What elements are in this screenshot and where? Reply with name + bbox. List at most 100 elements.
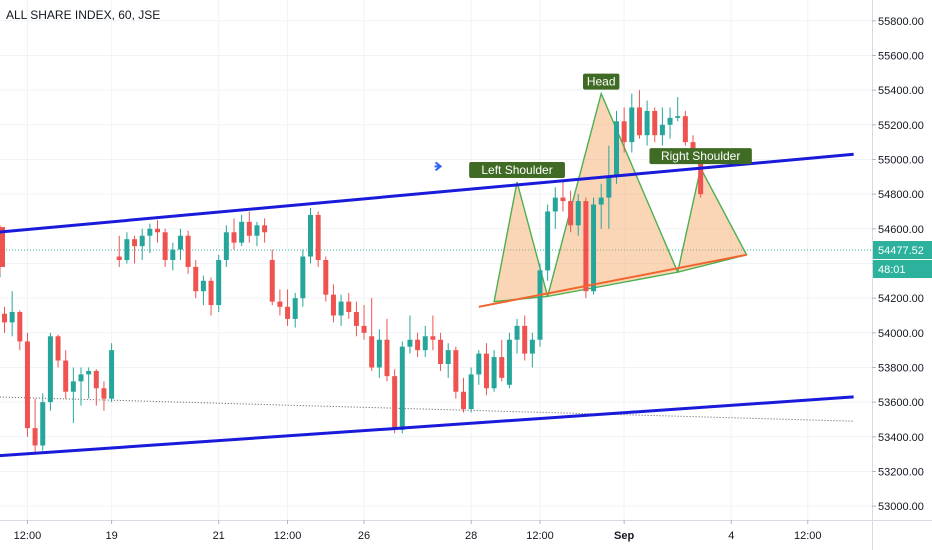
candle-body-69[interactable]: [529, 339, 535, 354]
candle-body-15[interactable]: [116, 256, 122, 260]
candle-body-43[interactable]: [330, 294, 336, 316]
candle-body-21[interactable]: [162, 232, 168, 260]
candle-body-64[interactable]: [491, 357, 497, 389]
candle-body-7[interactable]: [55, 336, 61, 361]
candle-body-2[interactable]: [17, 312, 23, 342]
candle-body-11[interactable]: [86, 370, 92, 375]
pattern-triangle-1[interactable]: [546, 91, 679, 298]
candle-body-45[interactable]: [346, 301, 352, 312]
candle-body-17[interactable]: [132, 239, 138, 247]
candle-body-28[interactable]: [216, 260, 222, 306]
candle-body-36[interactable]: [277, 301, 283, 307]
candle-body-6[interactable]: [47, 336, 53, 403]
candle-body-63[interactable]: [483, 353, 489, 389]
candle-body-55[interactable]: [422, 336, 428, 351]
annotation-box-0[interactable]: [469, 162, 565, 178]
candle-body-86[interactable]: [659, 124, 665, 136]
candle-body-78[interactable]: [598, 197, 604, 205]
candle-body-65[interactable]: [499, 357, 505, 378]
candle-body-25[interactable]: [193, 266, 199, 292]
candle-body-74[interactable]: [568, 201, 574, 226]
candle-body-89[interactable]: [682, 116, 688, 143]
candle-body-22[interactable]: [170, 249, 176, 260]
candle-body-58[interactable]: [445, 350, 451, 364]
candle-body-8[interactable]: [63, 360, 69, 392]
candle-body-79[interactable]: [606, 176, 612, 198]
candle-body-41[interactable]: [315, 214, 321, 260]
candle-body-53[interactable]: [407, 339, 413, 347]
candle-body-30[interactable]: [231, 232, 237, 243]
candle-body-0[interactable]: [2, 313, 7, 323]
candle-body-40[interactable]: [308, 214, 313, 257]
candle-body-70[interactable]: [537, 270, 543, 340]
candle-body-67[interactable]: [514, 325, 520, 340]
candle-body-37[interactable]: [285, 306, 291, 319]
candle-body-82[interactable]: [629, 107, 635, 143]
candle-body-48[interactable]: [369, 336, 375, 368]
candle-body-5[interactable]: [40, 402, 46, 446]
candle-body-46[interactable]: [353, 312, 359, 326]
candle-body-54[interactable]: [415, 339, 421, 351]
candle-body-95[interactable]: [0, 260, 5, 267]
candle-body-18[interactable]: [139, 235, 145, 247]
candle-body-77[interactable]: [591, 204, 597, 292]
candle-body-84[interactable]: [644, 110, 650, 136]
candle-body-47[interactable]: [361, 325, 367, 333]
candle-body-26[interactable]: [200, 280, 206, 292]
candle-body-27[interactable]: [208, 280, 214, 306]
candle-body-62[interactable]: [476, 353, 482, 375]
candle-body-39[interactable]: [300, 256, 306, 299]
candle-body-3[interactable]: [24, 341, 30, 429]
candle-body-60[interactable]: [461, 391, 466, 410]
candle-body-57[interactable]: [438, 339, 444, 364]
candle-body-92[interactable]: [0, 227, 5, 260]
candle-body-52[interactable]: [399, 346, 405, 430]
candle-body-14[interactable]: [109, 350, 115, 399]
candle-body-87[interactable]: [667, 117, 673, 125]
candle-body-10[interactable]: [78, 374, 84, 382]
candle-body-29[interactable]: [223, 232, 229, 260]
candle-body-76[interactable]: [583, 201, 589, 292]
candle-body-4[interactable]: [32, 428, 38, 446]
candle-body-13[interactable]: [101, 388, 107, 399]
candle-body-31[interactable]: [239, 221, 245, 243]
candle-body-23[interactable]: [177, 235, 183, 250]
candle-body-61[interactable]: [468, 374, 474, 410]
candle-body-50[interactable]: [384, 339, 390, 377]
candle-body-34[interactable]: [262, 225, 268, 233]
candle-body-81[interactable]: [621, 121, 627, 143]
candle-body-91[interactable]: [698, 159, 704, 195]
candle-body-35[interactable]: [269, 260, 275, 302]
candle-body-24[interactable]: [185, 235, 191, 267]
candle-body-85[interactable]: [652, 110, 658, 136]
pattern-triangle-2[interactable]: [676, 166, 748, 274]
candle-body-16[interactable]: [124, 239, 130, 260]
annotation-box-1[interactable]: [583, 73, 620, 90]
candle-body-80[interactable]: [614, 121, 619, 177]
candle-body-32[interactable]: [246, 221, 252, 236]
candle-body-75[interactable]: [575, 201, 581, 226]
candle-body-68[interactable]: [522, 325, 528, 354]
trendline-channel-upper[interactable]: [0, 152, 854, 234]
candle-body-59[interactable]: [453, 350, 459, 392]
candle-body-33[interactable]: [254, 225, 260, 236]
candle-body-44[interactable]: [338, 301, 344, 316]
candle-body-73[interactable]: [560, 197, 566, 202]
candle-body-56[interactable]: [430, 336, 436, 340]
candle-body-83[interactable]: [636, 107, 642, 136]
candle-body-51[interactable]: [392, 376, 398, 430]
candle-body-71[interactable]: [545, 211, 551, 271]
candle-body-19[interactable]: [147, 228, 153, 236]
candle-body-66[interactable]: [506, 339, 512, 385]
candle-body-38[interactable]: [292, 298, 298, 319]
candle-body-42[interactable]: [323, 260, 329, 295]
candle-body-88[interactable]: [675, 116, 681, 118]
candle-body-20[interactable]: [155, 228, 160, 233]
trendline-channel-lower[interactable]: [0, 395, 854, 458]
trendline-reference-dotted[interactable]: [0, 396, 854, 422]
trendline-neckline[interactable]: [478, 253, 747, 308]
candle-body-72[interactable]: [552, 197, 558, 212]
candle-body-1[interactable]: [9, 312, 15, 323]
candle-body-12[interactable]: [93, 370, 99, 389]
